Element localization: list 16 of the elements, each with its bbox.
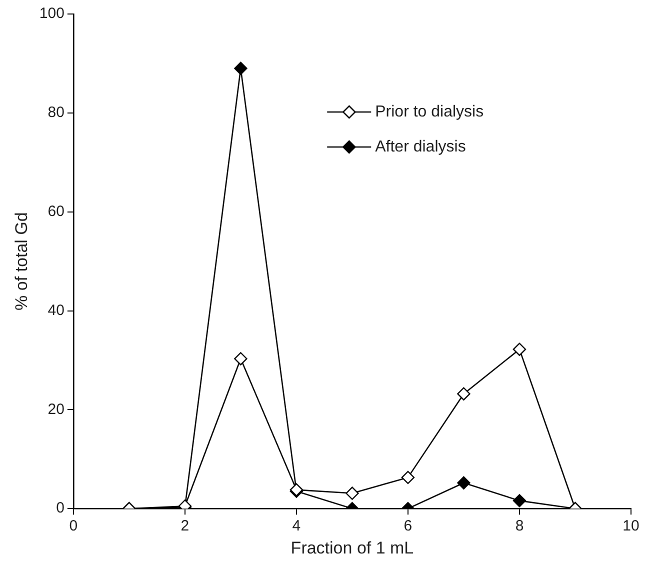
legend-label: After dialysis [375, 138, 466, 156]
legend-label: Prior to dialysis [375, 103, 484, 120]
y-tick-label: 60 [48, 202, 64, 220]
x-tick-label: 8 [515, 518, 524, 535]
x-tick-label: 2 [180, 518, 190, 535]
x-tick-label: 10 [622, 518, 640, 535]
x-tick-label: 6 [404, 518, 412, 535]
y-tick-label: 0 [56, 500, 64, 517]
y-tick-label: 80 [48, 104, 64, 122]
y-tick-label: 40 [48, 302, 64, 319]
y-tick-label: 20 [48, 400, 64, 418]
x-axis-title: Fraction of 1 mL [290, 538, 414, 558]
x-tick-label: 4 [292, 518, 301, 535]
y-tick-label: 100 [39, 5, 64, 22]
y-axis-title: % of total Gd [12, 212, 31, 310]
x-tick-label: 0 [69, 518, 78, 535]
